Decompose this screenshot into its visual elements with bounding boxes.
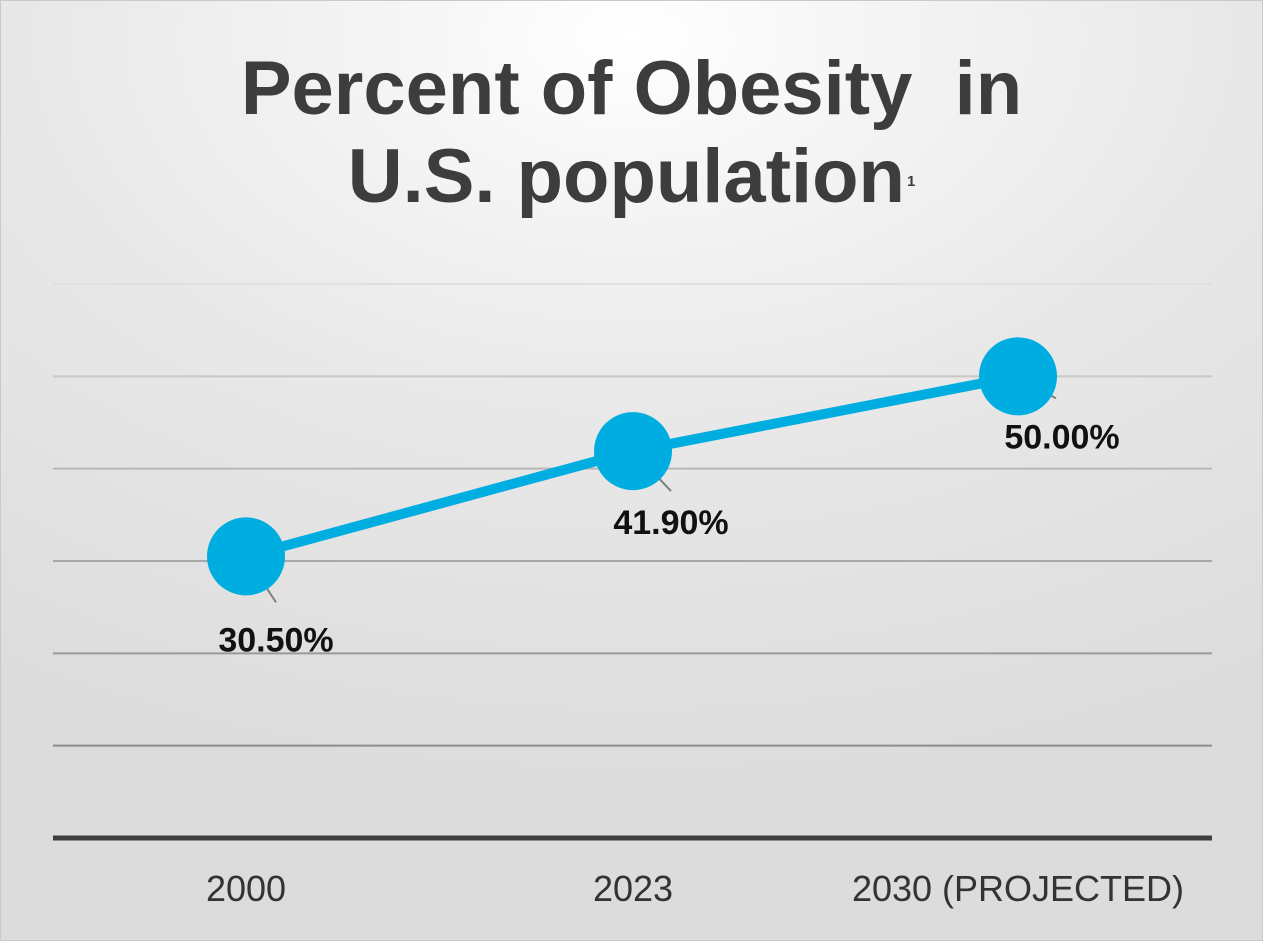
x-tick-label-2030: 2030 (PROJECTED) bbox=[852, 868, 1184, 909]
data-points bbox=[207, 337, 1057, 596]
data-point-2000 bbox=[207, 517, 285, 596]
x-tick-label-2023: 2023 bbox=[593, 868, 673, 909]
data-label-2030: 50.00% bbox=[1004, 418, 1119, 456]
data-point-2030 bbox=[979, 337, 1057, 416]
chart-title-line-2: U.S. population 1 bbox=[1, 133, 1262, 242]
chart-title: Percent of Obesity in U.S. population 1 bbox=[1, 45, 1262, 242]
x-tick-labels: 2000 2023 2030 (PROJECTED) bbox=[206, 868, 1184, 909]
data-point-2023 bbox=[594, 412, 672, 491]
chart-title-line-1: Percent of Obesity in bbox=[240, 46, 1023, 131]
label-leader-lines bbox=[245, 375, 1057, 603]
data-label-2023: 41.90% bbox=[613, 504, 728, 542]
x-tick-label-2000: 2000 bbox=[206, 868, 286, 909]
data-label-2000: 30.50% bbox=[218, 621, 333, 659]
title-footnote-marker: 1 bbox=[906, 173, 916, 190]
data-labels: 30.50% 41.90% 50.00% bbox=[218, 418, 1119, 659]
chart-title-text-2: U.S. population bbox=[347, 134, 905, 219]
